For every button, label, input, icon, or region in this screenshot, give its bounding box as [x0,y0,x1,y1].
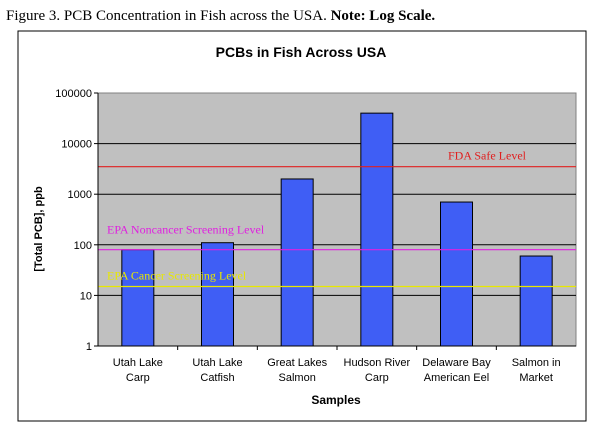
x-tick-label: Carp [365,372,389,384]
bar [121,249,155,347]
x-tick-label: Salmon [279,372,316,384]
y-axis-title: [Total PCB], ppb [33,186,45,272]
reference-line-label: EPA Cancer Screening Level [107,268,247,282]
figure-caption: Figure 3. PCB Concentration in Fish acro… [6,8,596,25]
x-tick-label: Great Lakes [267,357,327,369]
bar [360,112,394,347]
bar [280,178,314,347]
y-tick-label: 100 [74,240,92,252]
x-ticks: Utah Lake Carp Utah Lake Catfish Great Lakes… [113,346,561,384]
reference-lines: FDA Safe Level EPA Noncancer Screening Le… [98,149,576,288]
y-tick-label: 10000 [61,139,92,151]
y-tick-label: 1000 [68,189,92,201]
x-tick-label: Utah Lake [113,357,163,369]
x-tick-label: Hudson River [344,357,411,369]
reference-line-label: EPA Noncancer Screening Level [107,223,265,237]
x-tick-label: Delaware Bay [422,357,491,369]
bar [519,255,553,347]
bar [201,242,234,347]
reference-line-label: FDA Safe Level [448,149,527,163]
y-tick-label: 10 [80,290,92,302]
x-tick-label: Salmon in [512,357,561,369]
x-axis-title: Samples [311,393,361,407]
x-tick-label: Utah Lake [192,357,242,369]
bar [440,201,473,347]
x-tick-label: Market [519,372,553,384]
caption-note: Note: Log Scale. [330,8,436,24]
gridlines [98,143,576,296]
y-ticks: 1 10 100 1000 10000 100000 [55,88,98,353]
plot-area [97,92,577,347]
y-tick-label: 100000 [55,88,92,100]
bars [121,112,553,347]
x-tick-label: Catfish [200,372,234,384]
chart-title: PCBs in Fish Across USA [216,44,387,60]
caption-text: Figure 3. PCB Concentration in Fish acro… [6,8,327,24]
x-tick-label: American Eel [424,372,489,384]
x-tick-label: Carp [126,372,150,384]
y-tick-label: 1 [86,341,92,353]
